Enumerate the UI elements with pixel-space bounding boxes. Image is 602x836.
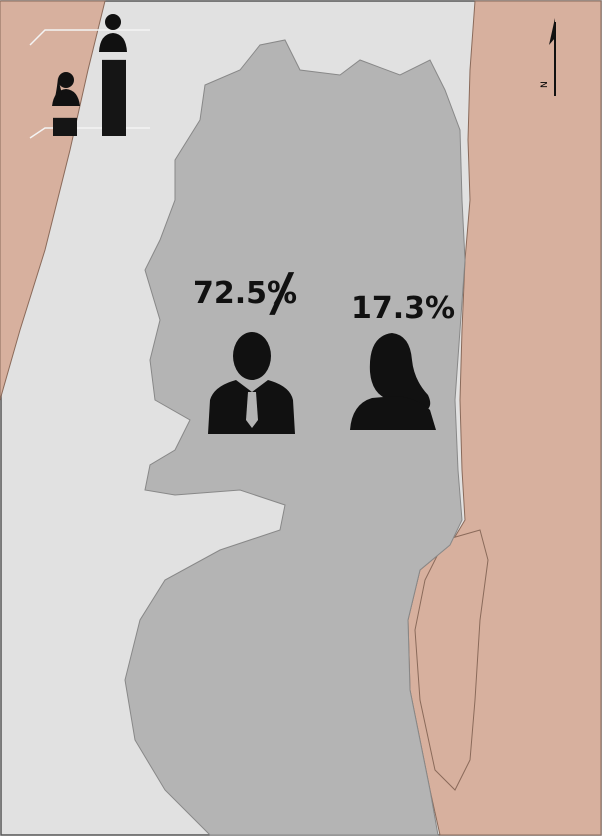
male-percentage: 72.5% [193,276,297,311]
female-percentage: 17.3% [351,291,455,326]
male-icon [208,332,295,434]
female-icon-small [52,72,80,106]
north-label: N [540,81,550,88]
region [124,39,466,836]
dead-sea-shore [414,529,489,791]
male-bar [102,59,126,136]
female-icon [350,333,436,430]
male-icon-small [99,14,127,52]
north-arrow: N [540,18,556,96]
female-bar [53,117,77,136]
